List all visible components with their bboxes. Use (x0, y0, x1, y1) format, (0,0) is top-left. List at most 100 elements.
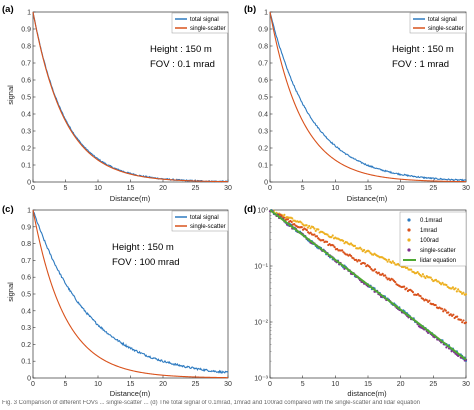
data-point (368, 266, 372, 269)
legend-entry-single-scatter: single-scatter (420, 248, 456, 254)
data-point (293, 222, 296, 226)
data-point (314, 229, 317, 232)
x-tick-label: 0 (31, 185, 35, 192)
data-point (464, 321, 468, 324)
data-point (353, 244, 357, 247)
data-point (352, 257, 355, 260)
data-point (464, 293, 468, 296)
x-tick-label: 20 (397, 185, 405, 192)
x-tick-label: 30 (224, 381, 232, 388)
data-point (312, 226, 315, 229)
annotation-line-1: Height : 150 m (112, 242, 174, 253)
data-point (391, 260, 394, 263)
y-tick-label: 0.4 (21, 112, 31, 119)
y-tick-label: 0.8 (21, 44, 31, 51)
y-tick-label: 0.4 (21, 308, 31, 315)
x-tick-label: 15 (364, 185, 372, 192)
legend-entry-100rad: 100rad (420, 238, 439, 244)
data-point (440, 307, 444, 310)
data-point (313, 227, 316, 230)
data-point (420, 275, 423, 278)
legend-entry-single: single-scatter (190, 26, 226, 32)
data-point (373, 268, 377, 271)
x-tick-label: 5 (64, 185, 68, 192)
data-point (454, 287, 457, 290)
data-point (306, 226, 309, 229)
series-line-total-signal (32, 210, 229, 374)
y-tick-label: 10⁻¹ (254, 264, 268, 271)
y-tick-label: 0.9 (21, 224, 31, 231)
data-point (434, 278, 438, 281)
y-tick-label: 0.9 (21, 27, 31, 34)
data-point (461, 321, 464, 324)
y-tick-label: 1 (264, 10, 268, 17)
x-tick-label: 5 (301, 381, 305, 388)
y-tick-label: 0.6 (258, 78, 268, 85)
data-point (459, 290, 462, 294)
y-tick-label: 0.2 (258, 146, 268, 153)
x-tick-label: 30 (224, 185, 232, 192)
x-tick-label: 10 (94, 185, 102, 192)
legend-entry-single: single-scatter (190, 224, 226, 230)
data-point (437, 280, 440, 283)
x-ticks: 0 5 10 15 20 25 30 (31, 179, 232, 192)
x-tick-label: 10 (331, 185, 339, 192)
series-layer (269, 11, 467, 183)
y-tick-label: 0 (27, 376, 31, 383)
y-tick-label: 1 (27, 208, 31, 215)
data-point (457, 288, 460, 291)
legend-entry-total: total signal (190, 17, 219, 23)
data-point (441, 281, 444, 284)
plot-frame (32, 209, 229, 379)
panel-label: (d) (244, 204, 256, 215)
legend-entry-0-1mrad: 0.1mrad (420, 218, 442, 224)
data-point (430, 278, 434, 281)
data-point (405, 287, 408, 290)
data-point (416, 270, 419, 274)
x-tick-label: 25 (192, 185, 200, 192)
data-point (313, 233, 316, 236)
y-tick-label: 0.8 (258, 44, 268, 51)
data-point (452, 313, 455, 316)
y-tick-label: 0.5 (258, 95, 268, 102)
data-point (429, 276, 432, 279)
y-tick-label: 10⁻³ (254, 376, 268, 383)
figure: (a) signal Distance(m) 0 5 10 15 20 25 30 00.1… (2, 4, 470, 398)
data-point (434, 303, 437, 307)
legend-entry-total: total signal (190, 215, 219, 221)
x-tick-label: 15 (127, 381, 135, 388)
x-tick-label: 0 (31, 381, 35, 388)
data-point (300, 221, 303, 224)
x-axis-label: Distance(m) (347, 194, 388, 203)
data-point (462, 319, 465, 322)
panel-label: (a) (2, 4, 14, 15)
data-point (406, 266, 409, 270)
series-layer (32, 209, 229, 379)
data-point (331, 234, 334, 237)
legend-marker-100rad (407, 238, 411, 242)
data-point (368, 250, 371, 253)
data-point (358, 259, 361, 262)
y-tick-label: 0.3 (21, 325, 31, 332)
panel-d: (d) distance(m) 0 5 10 15 20 25 30 10⁻³10⁻²10⁻… (244, 204, 470, 398)
series-line-single-scatter (32, 11, 229, 183)
annotation-line-1: Height : 150 m (392, 44, 454, 55)
x-ticks: 0 5 10 15 20 25 30 (268, 179, 470, 192)
data-point (440, 283, 443, 286)
data-point (362, 248, 366, 252)
data-point (384, 274, 387, 277)
data-point (442, 310, 445, 313)
data-point (393, 261, 396, 265)
data-point (300, 226, 303, 229)
series-line-single-scatter (269, 11, 467, 183)
x-tick-label: 25 (429, 381, 437, 388)
y-tick-label: 0.6 (21, 78, 31, 85)
x-tick-label: 20 (159, 381, 167, 388)
y-tick-label: 0.2 (21, 146, 31, 153)
data-point (419, 295, 422, 298)
y-tick-label: 0.8 (21, 241, 31, 248)
x-tick-label: 20 (397, 381, 405, 388)
y-tick-label: 0.5 (21, 292, 31, 299)
data-point (387, 277, 391, 280)
y-tick-label: 10⁻² (254, 320, 268, 327)
